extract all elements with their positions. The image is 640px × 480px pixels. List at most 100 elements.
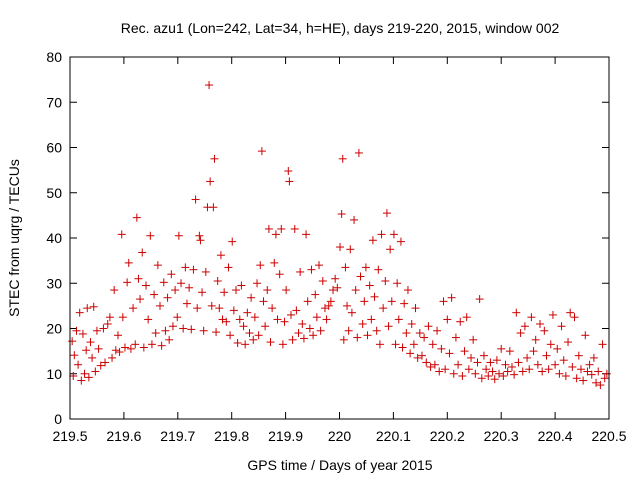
data-point (329, 286, 338, 295)
data-point (196, 236, 205, 245)
data-point (177, 279, 186, 288)
data-point (542, 351, 551, 360)
data-point (353, 333, 362, 342)
data-point (402, 329, 411, 338)
data-point (185, 283, 194, 292)
data-point (115, 348, 124, 357)
data-point (139, 343, 148, 352)
x-tick-label: 220.2 (430, 428, 465, 444)
y-tick-label: 0 (54, 411, 62, 427)
data-point (594, 367, 603, 376)
data-point (363, 331, 372, 340)
data-point (482, 365, 491, 374)
data-point (264, 224, 273, 233)
data-point (475, 295, 484, 304)
data-point (512, 308, 521, 317)
data-point (268, 304, 277, 313)
data-point (288, 335, 297, 344)
data-point (486, 358, 495, 367)
data-point (117, 230, 126, 239)
data-point (564, 338, 573, 347)
data-point (561, 372, 570, 381)
data-point (159, 278, 168, 287)
data-point (315, 261, 324, 270)
data-point (527, 313, 536, 322)
data-point (403, 286, 412, 295)
y-tick-label: 10 (46, 366, 62, 382)
x-tick-label: 219.8 (214, 428, 249, 444)
data-point (245, 329, 254, 338)
data-point (322, 315, 331, 324)
data-point (592, 378, 601, 387)
x-tick-label: 220 (328, 428, 352, 444)
data-point (182, 299, 191, 308)
data-point (84, 373, 93, 382)
y-tick-label: 30 (46, 275, 62, 291)
data-point (88, 353, 97, 362)
data-point (280, 317, 289, 326)
data-point (443, 315, 452, 324)
data-point (237, 281, 246, 290)
data-point (477, 374, 486, 383)
data-point (70, 351, 79, 360)
data-point (391, 340, 400, 349)
data-point (193, 304, 202, 313)
data-point (435, 367, 444, 376)
data-point (153, 261, 162, 270)
data-point (129, 304, 138, 313)
data-point (503, 367, 512, 376)
data-point (206, 177, 215, 186)
data-point (228, 237, 237, 246)
data-point (445, 349, 454, 358)
data-point (212, 328, 221, 337)
data-point (163, 293, 172, 302)
data-point (600, 374, 609, 383)
data-point (393, 279, 402, 288)
data-point (277, 224, 286, 233)
data-point (181, 263, 190, 272)
data-point (358, 319, 367, 328)
data-point (298, 319, 307, 328)
data-point (350, 215, 359, 224)
data-point (226, 331, 235, 340)
data-point (490, 375, 499, 384)
data-point (574, 351, 583, 360)
data-point (296, 267, 305, 276)
data-point (134, 274, 143, 283)
data-point (220, 288, 229, 297)
data-point (96, 361, 105, 370)
data-point (243, 308, 252, 317)
data-point (124, 258, 133, 267)
data-point (396, 237, 405, 246)
data-point (449, 369, 458, 378)
data-point (587, 370, 596, 379)
data-point (333, 283, 342, 292)
data-point (394, 315, 403, 324)
data-point (309, 331, 318, 340)
data-point (75, 308, 84, 317)
data-point (379, 304, 388, 313)
data-point (473, 358, 482, 367)
data-point (411, 304, 420, 313)
data-point (92, 326, 101, 335)
data-point (384, 322, 393, 331)
data-point (294, 329, 303, 338)
data-point (407, 319, 416, 328)
data-point (232, 286, 241, 295)
y-axis-title: STEC from uqrg / TECUs (6, 159, 22, 317)
data-point (354, 148, 363, 157)
data-point (69, 372, 78, 381)
data-point (367, 315, 376, 324)
data-point (484, 372, 493, 381)
data-point (209, 203, 218, 212)
data-point (338, 154, 347, 163)
data-point (290, 224, 299, 233)
data-point (118, 313, 127, 322)
data-point (495, 369, 504, 378)
data-point (589, 353, 598, 362)
data-point (507, 362, 516, 371)
data-point (271, 230, 280, 239)
data-point (568, 362, 577, 371)
